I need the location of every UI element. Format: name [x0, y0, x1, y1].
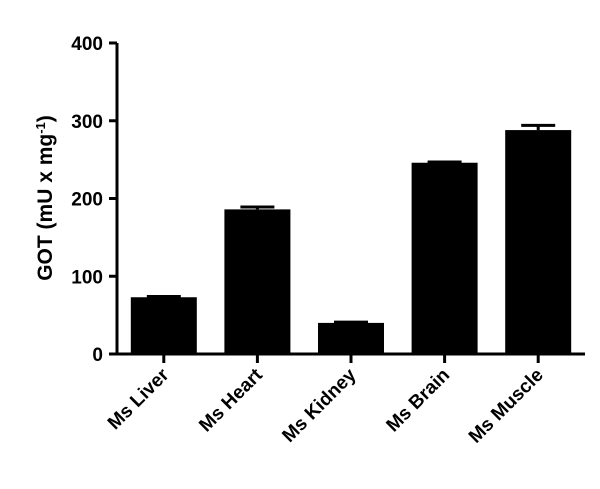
bar: [130, 297, 197, 354]
bar: [505, 130, 572, 354]
x-axis-labels: Ms Liver Ms Heart Ms Kidney Ms Brain Ms Musc…: [104, 354, 548, 447]
y-tick-label: 0: [92, 345, 103, 366]
x-tick-label: Ms Muscle: [465, 365, 548, 448]
y-axis-ticks: 0 100 200 300 400: [71, 34, 117, 366]
y-tick-label: 100: [71, 267, 103, 288]
y-axis-title-text: GOT (mU x mg: [34, 134, 57, 281]
bar: [224, 209, 291, 354]
bar: [318, 322, 384, 354]
x-tick-label: Ms Brain: [383, 365, 455, 437]
x-tick-label: Ms Liver: [104, 364, 174, 434]
y-axis-title-superscript: -1: [33, 122, 48, 134]
y-tick-label: 200: [71, 190, 103, 211]
y-axis-title: GOT (mU x mg-1): [33, 115, 58, 281]
x-tick-label: Ms Kidney: [278, 364, 360, 446]
y-axis-title-suffix: ): [34, 115, 57, 122]
y-tick-label: 400: [71, 34, 103, 55]
bar: [411, 162, 478, 354]
y-tick-label: 300: [71, 112, 103, 133]
bars-group: [130, 123, 572, 354]
x-tick-label: Ms Heart: [195, 364, 267, 436]
